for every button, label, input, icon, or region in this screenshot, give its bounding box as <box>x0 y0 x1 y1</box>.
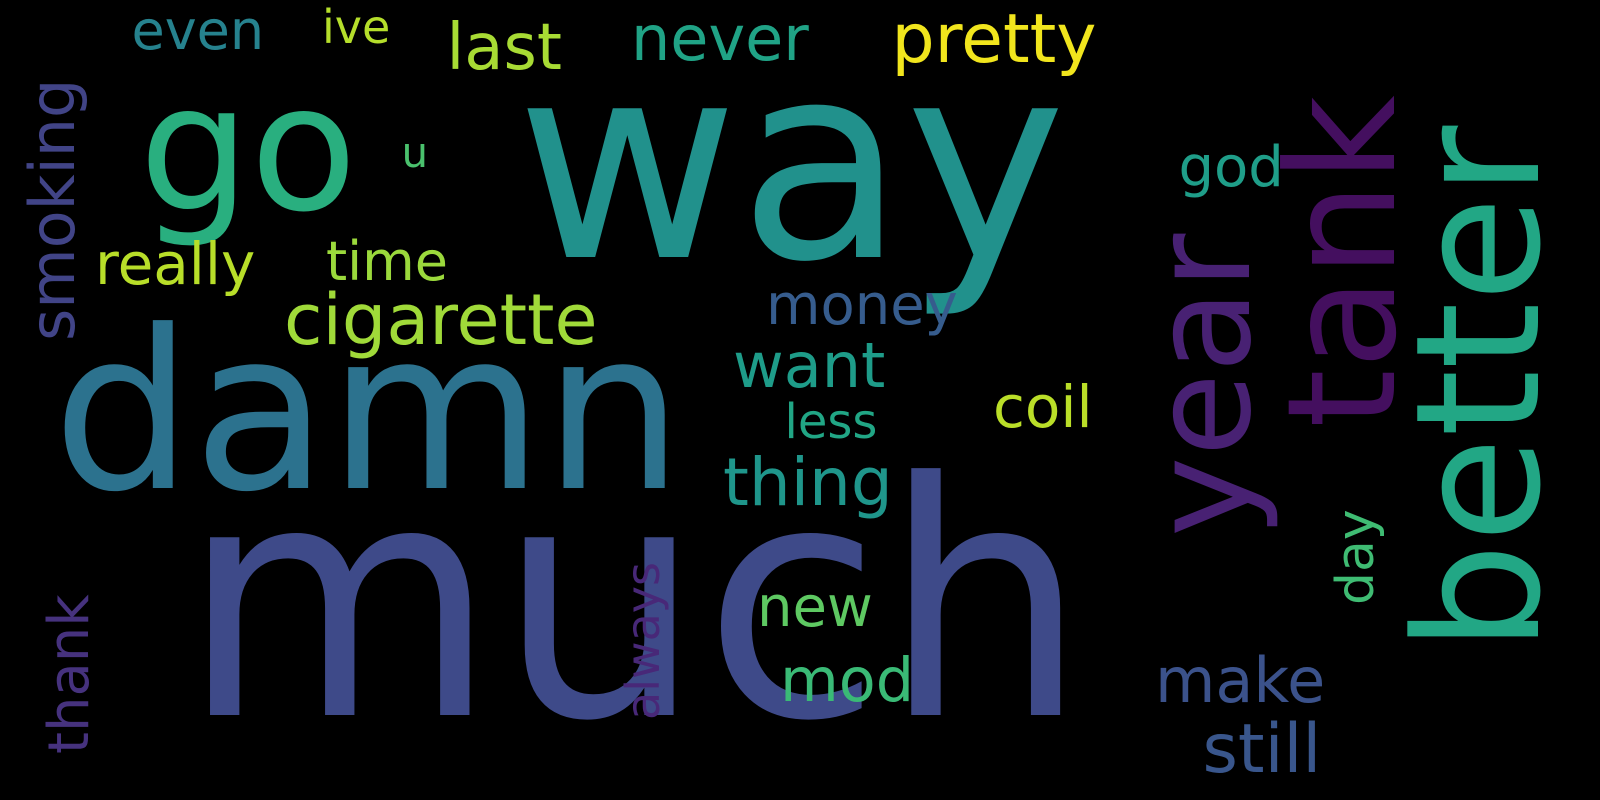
word-thank: thank <box>37 594 102 754</box>
word-thing: thing <box>723 444 893 521</box>
word-new: new <box>757 575 873 640</box>
word-still: still <box>1202 710 1322 789</box>
word-really: really <box>95 230 256 298</box>
word-u: u <box>401 128 429 177</box>
word-god: god <box>1178 135 1284 200</box>
word-make: make <box>1155 644 1326 717</box>
word-money: money <box>766 273 958 338</box>
word-way: way <box>516 6 1067 322</box>
word-never: never <box>631 2 809 75</box>
word-cigarette: cigarette <box>284 279 598 361</box>
word-go: go <box>139 48 358 251</box>
word-smoking: smoking <box>16 78 89 341</box>
word-tank: tank <box>1256 94 1430 428</box>
word-mod: mod <box>780 646 915 716</box>
word-last: last <box>446 11 562 85</box>
word-day: day <box>1326 509 1386 605</box>
word-less: less <box>784 394 878 450</box>
word-even: even <box>131 0 265 62</box>
word-damn: damn <box>52 284 684 541</box>
word-time: time <box>326 230 449 293</box>
word-pretty: pretty <box>891 0 1097 79</box>
word-always: always <box>616 562 670 720</box>
word-ive: ive <box>322 0 391 54</box>
word-much: much <box>180 413 1088 792</box>
word-want: want <box>733 329 886 402</box>
word-coil: coil <box>993 373 1093 441</box>
word-year: year <box>1124 233 1282 537</box>
